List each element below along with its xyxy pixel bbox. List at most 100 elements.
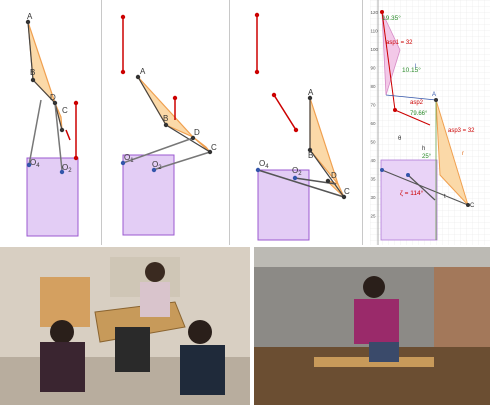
shelves: [434, 267, 490, 347]
red-point-bottom: [73, 155, 79, 161]
ground-frame-rect: [26, 157, 79, 237]
label-o4: O4: [259, 159, 269, 170]
person-head-left: [50, 320, 74, 344]
label-d: D: [194, 128, 200, 137]
axis-tick-label: 100: [371, 47, 379, 52]
label-o1: O1: [124, 153, 134, 164]
joint-d: [190, 135, 196, 141]
label-o2: O2: [292, 166, 302, 177]
mechanism-panel-3: A B D C O4 O2: [240, 0, 355, 245]
mechanism-diagram-1: A B D C O4 O2: [25, 12, 79, 237]
label-a: A: [140, 67, 146, 76]
rocker-link: [407, 174, 436, 201]
pivot-o4: [255, 167, 261, 173]
label-h1: h: [422, 146, 425, 152]
crank-link: [28, 99, 42, 166]
label-c: C: [211, 143, 217, 152]
axis-tick-label: 90: [371, 66, 377, 71]
label-a-prime: A: [432, 92, 436, 98]
photo-workshop-group: [0, 247, 250, 405]
joint-b: [307, 147, 313, 153]
link-bc: [309, 149, 345, 198]
label-b: B: [163, 114, 168, 123]
link-bc: [165, 124, 211, 153]
label-o4: O4: [30, 158, 40, 169]
pivot-o2: [59, 169, 65, 175]
axis-tick-label: 70: [371, 103, 377, 108]
person-head-right: [188, 320, 212, 344]
rocker-link: [152, 151, 211, 171]
joint-a: [25, 19, 31, 25]
angle-top: 19.35°: [382, 14, 401, 22]
rocker-link: [294, 177, 337, 185]
axis-tick-label: 120: [371, 10, 379, 15]
red-link-1: [381, 11, 396, 111]
angle-mid: 10.15°: [402, 66, 421, 74]
red-point-mid: [271, 92, 277, 98]
label-a: A: [308, 88, 314, 97]
point-c: [466, 203, 470, 207]
coupler-upper-triangle: [137, 76, 194, 138]
pivot-left: [380, 168, 384, 172]
label-l1: l: [415, 64, 416, 70]
axis-tick-label: 40: [371, 158, 377, 163]
mechanism-panel-2: A B D C O1 O2: [108, 0, 223, 245]
angle-small: 79.66°: [410, 111, 428, 117]
joint-c: [341, 194, 347, 200]
joint-d: [52, 100, 58, 106]
panel-divider-1: [101, 0, 102, 245]
point-top: [380, 10, 384, 14]
joint-c: [59, 127, 65, 133]
point-a-prime: [434, 98, 438, 102]
person-head-standing: [145, 262, 165, 282]
person-body-standing: [140, 282, 170, 317]
label-c: C: [470, 203, 475, 209]
pivot-right: [406, 173, 410, 177]
crank-link: [381, 169, 469, 206]
red-short-line: [65, 129, 71, 141]
label-b: B: [30, 68, 35, 77]
red-point-top: [254, 12, 260, 18]
crank-link: [122, 137, 194, 164]
rocker-link: [54, 102, 63, 171]
chair: [115, 327, 150, 372]
pivot-o2: [151, 167, 157, 173]
link-bd: [32, 79, 56, 104]
label-o2: O2: [152, 160, 162, 171]
joint-a: [307, 95, 313, 101]
red-diagonal-line: [273, 94, 297, 131]
label-b: B: [308, 151, 313, 160]
coupler-lower-triangle: [325, 179, 345, 198]
ceiling: [254, 247, 490, 267]
mechanism-diagram-3: A B D C O4 O2: [254, 12, 350, 241]
label-d: D: [331, 171, 337, 180]
link-ab: [27, 21, 34, 81]
red-point-top: [120, 14, 126, 20]
asp3-label: asp3 = 32: [448, 128, 475, 134]
pink-angle-region: [381, 11, 401, 96]
mechanism-panel-1: A B D C O4 O2: [0, 0, 100, 245]
label-theta1: θ: [398, 136, 402, 142]
label-t2: t: [444, 194, 446, 200]
coupler-triangle: [435, 99, 469, 206]
angle-low: 25°: [422, 154, 432, 160]
link-ab: [137, 76, 167, 126]
asp1-label: asp1 = 32: [386, 40, 413, 46]
axis-tick-label: 35: [371, 177, 377, 182]
label-c: C: [344, 187, 350, 196]
person-body-left: [40, 342, 85, 392]
label-o2: O2: [62, 163, 72, 174]
crank-link: [257, 169, 345, 198]
label-r2: r: [462, 151, 464, 157]
blue-link: [385, 94, 437, 101]
pivot-o2: [292, 175, 298, 181]
axis-tick-label: 30: [371, 195, 377, 200]
geogebra-diagram: 19.35° 10.15° 79.66° 25° ζ = 114° asp1 =…: [370, 0, 490, 245]
geogebra-panel: 19.35° 10.15° 79.66° 25° ζ = 114° asp1 =…: [370, 0, 490, 245]
photo-workshop-group-illustration: [0, 247, 250, 405]
coupler-lower-triangle: [192, 136, 211, 153]
red-link-2: [394, 109, 431, 126]
label-a: A: [27, 12, 33, 21]
red-point-lower: [293, 127, 299, 133]
axis-ticks: 120 110 100 90 80 70 60 50 40 35 30 25: [371, 10, 379, 219]
